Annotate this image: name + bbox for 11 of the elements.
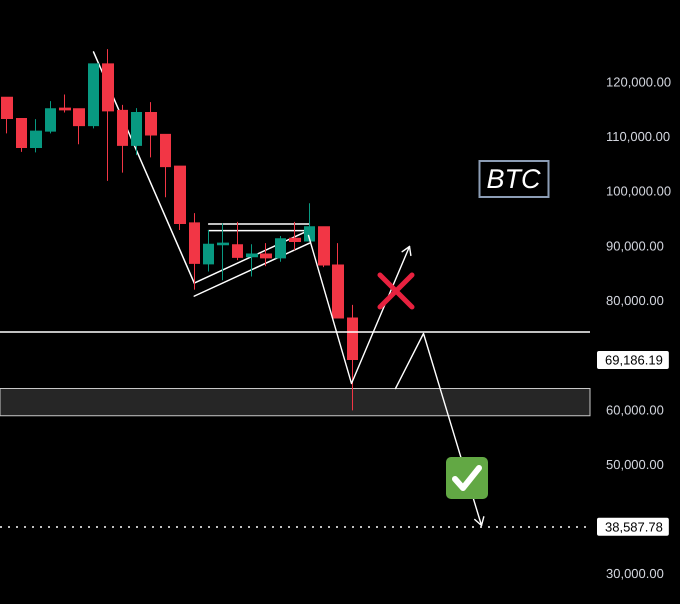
y-tick-label: 100,000.00 [606,184,672,199]
y-tick-label: 120,000.00 [606,74,672,90]
ref-line-label: 38,587.78 [605,519,663,534]
y-tick-label: 110,000.00 [606,129,670,144]
y-tick-label: 50,000.00 [606,456,664,472]
y-tick-label: 60,000.00 [606,402,664,418]
y-tick-label: 90,000.00 [606,238,664,254]
y-tick-label: 80,000.00 [606,293,664,308]
annotation: BTC [486,164,541,194]
text: 69,186.19 [605,352,663,368]
y-tick-label: 30,000.00 [606,566,664,582]
